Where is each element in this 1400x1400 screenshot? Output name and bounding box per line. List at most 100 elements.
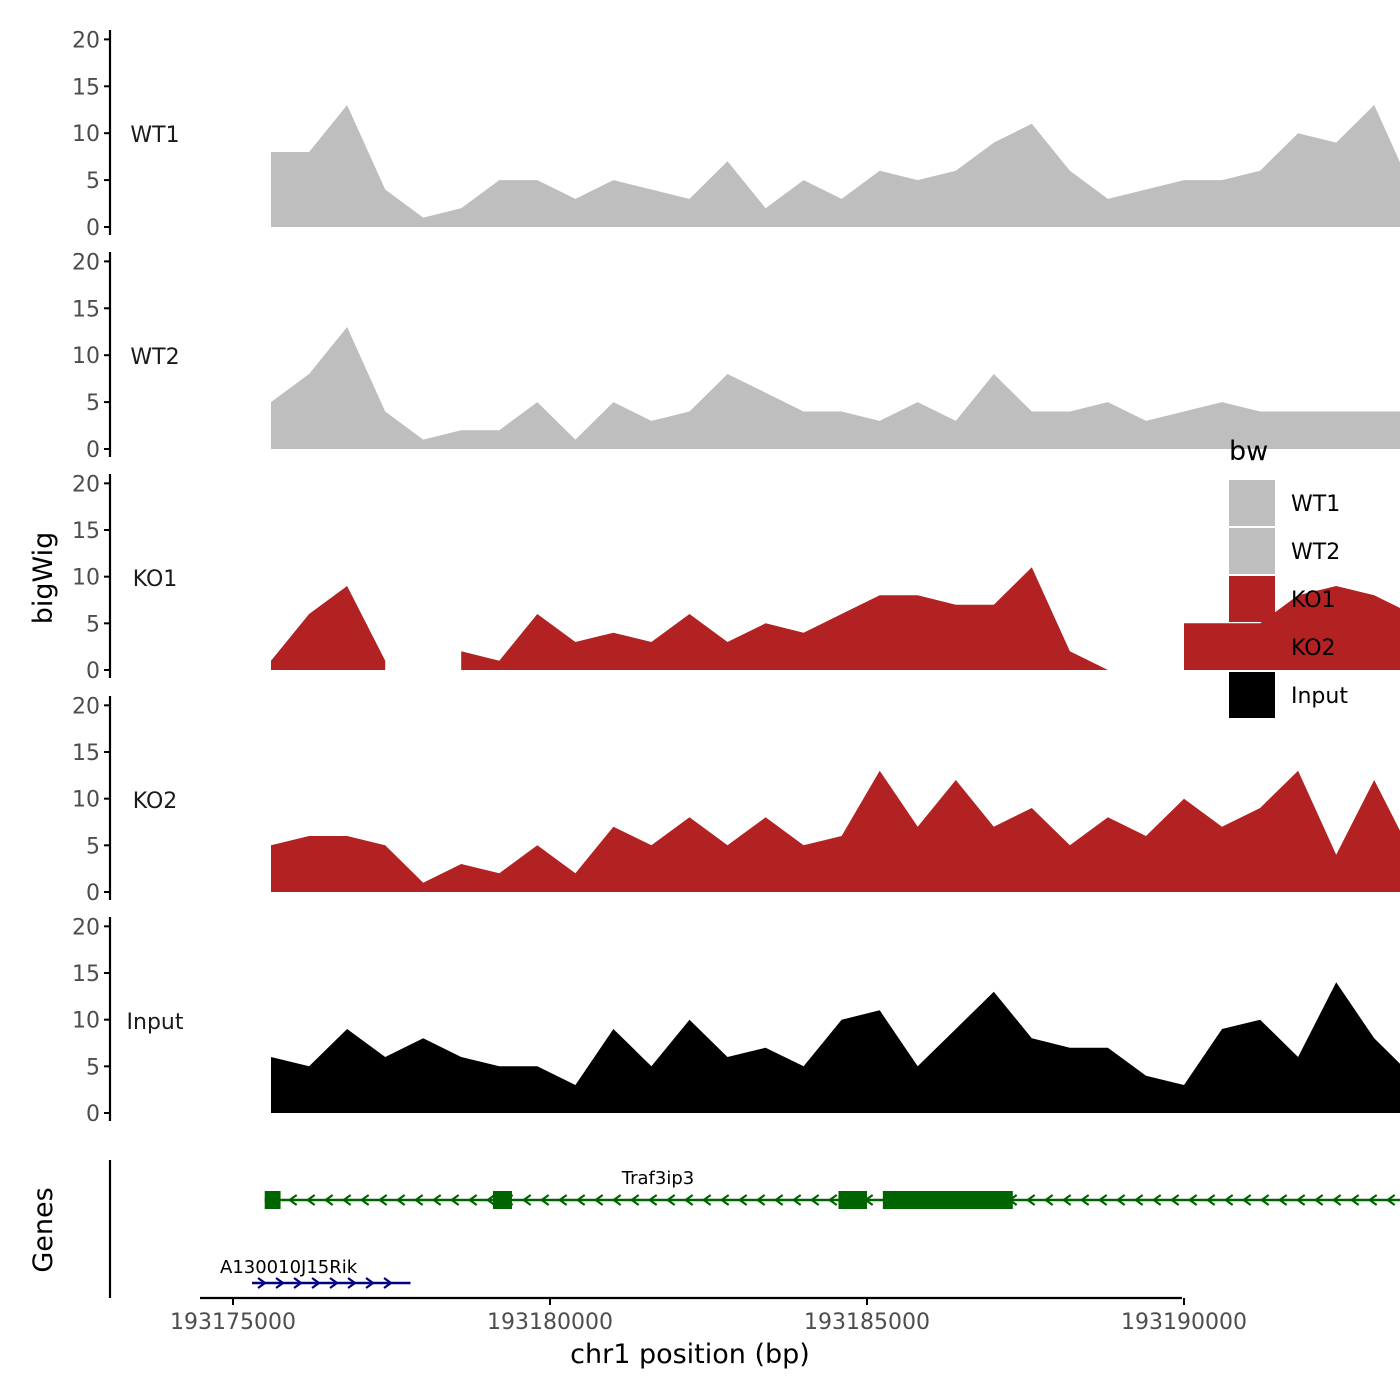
strand-arrow: [1295, 1194, 1306, 1206]
legend-label-wt2: WT2: [1291, 540, 1340, 565]
strand-arrow: [359, 1194, 370, 1206]
strand-arrow: [395, 1194, 406, 1206]
y-tick-label: 5: [86, 834, 100, 859]
track-label-input: Input: [127, 1010, 184, 1035]
strand-arrow: [629, 1194, 640, 1206]
strand-arrow: [647, 1194, 658, 1206]
strand-arrow: [719, 1194, 730, 1206]
strand-arrow: [611, 1194, 622, 1206]
strand-arrow: [1367, 1194, 1378, 1206]
exon-block: [838, 1191, 867, 1209]
track-label-wt1: WT1: [130, 123, 179, 148]
strand-arrow: [329, 1277, 339, 1289]
track-label-ko1: KO1: [133, 567, 178, 592]
x-tick-label: 193175000: [170, 1310, 296, 1335]
strand-arrow: [467, 1194, 478, 1206]
y-tick-label: 15: [72, 297, 100, 322]
strand-arrow: [323, 1194, 334, 1206]
area-wt2-segment-1: [271, 327, 1400, 449]
strand-arrow: [1205, 1194, 1216, 1206]
legend-key-wt2: [1229, 528, 1275, 574]
strand-arrow: [809, 1194, 820, 1206]
strand-arrow: [1151, 1194, 1162, 1206]
strand-arrow: [383, 1277, 393, 1289]
strand-arrow: [665, 1194, 676, 1206]
track-ko1: 0 5 10 15 20 KO1: [72, 472, 1400, 684]
legend-label-input: Input: [1291, 684, 1348, 709]
strand-arrow: [1169, 1194, 1180, 1206]
legend-key-ko2: [1229, 624, 1275, 670]
y-tick-label: 5: [86, 612, 100, 637]
strand-arrow: [1061, 1194, 1072, 1206]
area-input-segment-1: [271, 982, 1400, 1113]
track-input: 0 5 10 15 20 Input: [72, 915, 1400, 1127]
strand-arrow: [485, 1194, 496, 1206]
legend-label-ko2: KO2: [1291, 636, 1336, 661]
strand-arrow: [347, 1277, 357, 1289]
strand-arrow: [293, 1277, 303, 1289]
y-tick-label: 0: [86, 438, 100, 463]
strand-arrow: [1025, 1194, 1036, 1206]
strand-arrow: [737, 1194, 748, 1206]
strand-arrow: [521, 1194, 532, 1206]
track-label-ko2: KO2: [133, 789, 178, 814]
y-tick-label: 15: [72, 75, 100, 100]
gene-a130010j15rik: A130010J15Rik: [220, 1257, 411, 1289]
area-ko1-segment-2: [461, 567, 1108, 670]
track-ko2: 0 5 10 15 20 KO2: [72, 694, 1400, 906]
y-tick-label: 0: [86, 659, 100, 684]
strand-arrow: [1313, 1194, 1324, 1206]
strand-arrow: [377, 1194, 388, 1206]
y-tick-label: 0: [86, 1102, 100, 1127]
y-tick-label: 10: [72, 122, 100, 147]
strand-arrow: [1277, 1194, 1288, 1206]
strand-arrow: [557, 1194, 568, 1206]
x-axis: 1931750001931800001931850001931900001931…: [170, 1296, 1247, 1335]
legend: bw WT1 WT2 KO1 KO2 Input: [1229, 436, 1348, 718]
strand-arrow: [1331, 1194, 1342, 1206]
x-tick-label: 193190000: [1121, 1310, 1247, 1335]
strand-arrow: [413, 1194, 424, 1206]
strand-arrow: [1079, 1194, 1090, 1206]
strand-arrow: [1241, 1194, 1252, 1206]
strand-arrow: [791, 1194, 802, 1206]
strand-arrow: [773, 1194, 784, 1206]
legend-key-ko1: [1229, 576, 1275, 622]
exon-block: [492, 1191, 512, 1209]
y-tick-label: 10: [72, 788, 100, 813]
legend-key-wt1: [1229, 480, 1275, 526]
strand-arrow: [1115, 1194, 1126, 1206]
strand-arrow: [1385, 1194, 1396, 1206]
y-tick-label: 0: [86, 216, 100, 241]
area-wt1-segment-1: [271, 105, 1400, 227]
strand-arrow: [593, 1194, 604, 1206]
y-tick-label: 20: [72, 694, 100, 719]
y-tick-label: 10: [72, 1009, 100, 1034]
gene-traf3ip3: Traf3ip3: [264, 1168, 1400, 1209]
y-tick-label: 20: [72, 28, 100, 53]
strand-arrow: [1187, 1194, 1198, 1206]
strand-arrow: [311, 1277, 321, 1289]
strand-arrow: [287, 1194, 298, 1206]
y-tick-label: 20: [72, 250, 100, 275]
strand-arrow: [683, 1194, 694, 1206]
strand-arrow: [305, 1194, 316, 1206]
strand-arrow: [341, 1194, 352, 1206]
strand-arrow: [755, 1194, 766, 1206]
strand-arrow: [575, 1194, 586, 1206]
legend-title: bw: [1229, 436, 1268, 467]
y-tick-label: 15: [72, 741, 100, 766]
strand-arrow: [827, 1194, 838, 1206]
area-ko2-segment-1: [271, 770, 1400, 892]
x-axis-title: chr1 position (bp): [570, 1339, 810, 1370]
gene-label: A130010J15Rik: [220, 1257, 358, 1278]
genes-axis-title: Genes: [28, 1187, 59, 1272]
strand-arrow: [449, 1194, 460, 1206]
strand-arrow: [1259, 1194, 1270, 1206]
y-tick-label: 5: [86, 391, 100, 416]
strand-arrow: [1223, 1194, 1234, 1206]
y-tick-label: 20: [72, 472, 100, 497]
track-wt2: 0 5 10 15 20 WT2: [72, 250, 1400, 463]
strand-arrow: [1349, 1194, 1360, 1206]
